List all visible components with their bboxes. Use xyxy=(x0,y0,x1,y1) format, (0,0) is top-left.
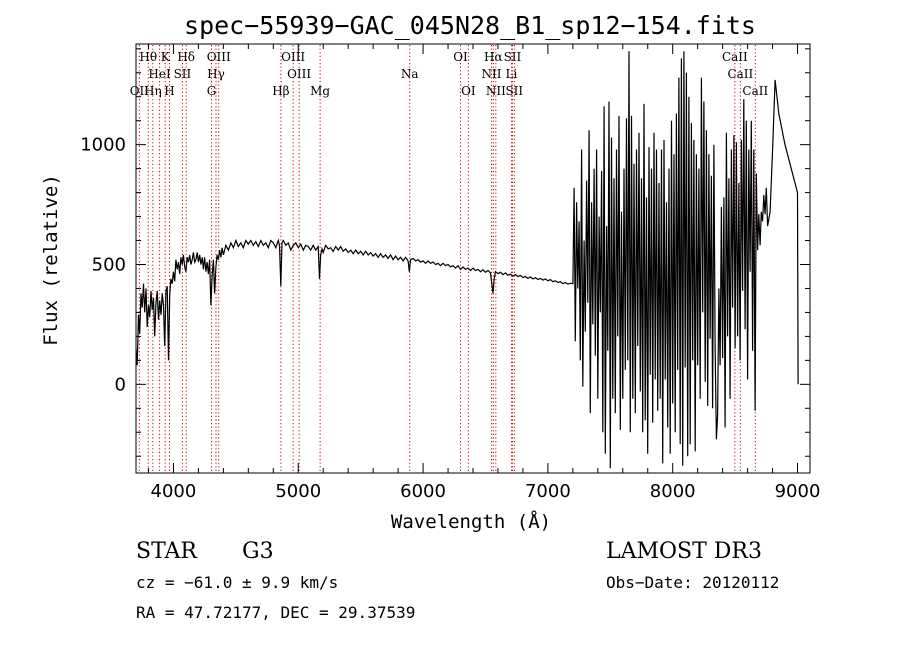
spectral-line-label: SII xyxy=(174,67,192,81)
spectral-line-label: Hβ xyxy=(272,84,289,98)
spectral-line-label: OIII xyxy=(281,50,305,64)
spectral-line-label: Hγ xyxy=(207,67,225,81)
observation-date: Obs−Date: 20120112 xyxy=(606,573,779,592)
spectral-line-label: CaII xyxy=(722,50,748,64)
spectral-line-label: Hδ xyxy=(177,50,195,64)
spectral-line-label: OIII xyxy=(287,67,311,81)
line-labels: HθHηOIIHeIKHSIIHδGOIIIHγHβOIIIOIIIMgNaOI… xyxy=(130,50,769,98)
spectral-line-label: OII xyxy=(130,84,150,98)
flux-line xyxy=(135,51,799,469)
spectral-line-label: OI xyxy=(453,50,468,64)
y-tick-label: 500 xyxy=(92,254,126,275)
x-tick-label: 5000 xyxy=(275,481,321,502)
x-tick-label: 9000 xyxy=(775,481,821,502)
spectral-line-label: G xyxy=(207,84,217,98)
x-tick-label: 6000 xyxy=(400,481,446,502)
spectral-line-label: CaII xyxy=(727,67,753,81)
spectral-line-label: H xyxy=(164,84,174,98)
spectral-line-label: Li xyxy=(506,67,518,81)
survey-name: LAMOST DR3 xyxy=(606,539,762,564)
x-axis-ticks: 4000 5000 6000 7000 8000 9000 xyxy=(147,44,821,502)
x-tick-label: 4000 xyxy=(151,481,197,502)
object-class: STAR xyxy=(136,539,198,564)
spectral-line-label: Na xyxy=(401,67,419,81)
y-axis-ticks: 0 500 1000 xyxy=(80,48,810,457)
spectral-line-label: Hθ xyxy=(139,50,157,64)
spectral-line-label: SII xyxy=(505,84,523,98)
x-axis-label: Wavelength (Å) xyxy=(391,510,551,533)
coordinates: RA = 47.72177, DEC = 29.37539 xyxy=(136,603,415,622)
spectral-line-label: OI xyxy=(461,84,476,98)
spectral-line-label: CaII xyxy=(742,84,768,98)
x-tick-label: 7000 xyxy=(525,481,571,502)
spectral-line-label: Mg xyxy=(310,84,330,98)
spectral-line-label: OIII xyxy=(207,50,231,64)
spectral-line-label: NII xyxy=(486,84,506,98)
redshift-velocity: cz = −61.0 ± 9.9 km/s xyxy=(136,573,338,592)
spectral-line-label: HeI xyxy=(148,67,171,81)
spectral-line-label: NII xyxy=(481,67,501,81)
spectral-line-label: K xyxy=(161,50,171,64)
y-tick-label: 1000 xyxy=(80,135,126,156)
y-axis-label: Flux (relative) xyxy=(40,174,62,346)
spectral-line-label: Hη xyxy=(144,84,162,98)
spectral-line-label: SII xyxy=(504,50,522,64)
chart-title: spec−55939−GAC_045N28_B1_sp12−154.fits xyxy=(184,11,756,40)
object-subclass: G3 xyxy=(242,539,274,564)
x-tick-label: 8000 xyxy=(650,481,696,502)
spectral-line-label: Hα xyxy=(484,50,503,64)
y-tick-label: 0 xyxy=(115,374,126,395)
